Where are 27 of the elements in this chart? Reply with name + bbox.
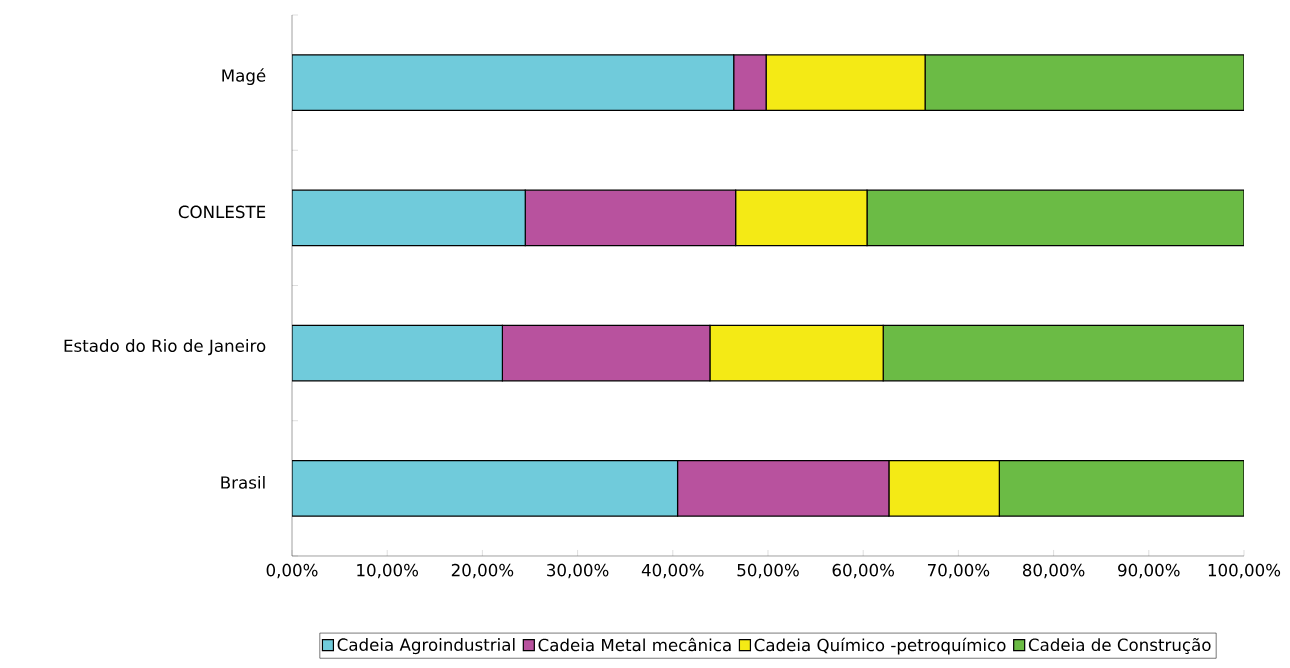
bar [292,324,503,382]
bar [882,324,1244,382]
x-tick-label: 10,00% [357,563,419,579]
legend-label: Cadeia de Construção [1028,637,1211,655]
legend-label: Cadeia Químico -petroquímico [754,637,1006,655]
x-tick-label: 80,00% [1022,563,1085,579]
bar [292,189,526,247]
x-tick-label: 100,00% [1208,563,1281,579]
y-tick-label: Magé [222,68,266,86]
x-tick-label: 30,00% [547,563,609,579]
x-tick-label: 60,00% [832,563,895,579]
bar [292,54,735,111]
x-tick-label: 50,00% [737,563,799,579]
legend-label: Cadeia Agroindustrial [337,638,515,655]
x-tick-label: 20,00% [451,563,514,579]
bar [292,460,679,517]
y-tick-label: Brasil [221,475,265,489]
x-tick-label: 90,00% [1118,563,1180,579]
legend-label: Cadeia Metal mecânica [538,637,731,652]
x-tick-label: 40,00% [641,563,704,579]
y-tick-label: CONLESTE [178,205,266,219]
bar [866,189,1244,247]
y-tick-label: Estado do Rio de Janeiro [64,339,266,356]
bar [924,54,1244,111]
bar [998,460,1244,517]
x-tick-label: 0,00% [266,563,318,579]
x-tick-label: 70,00% [927,563,990,579]
